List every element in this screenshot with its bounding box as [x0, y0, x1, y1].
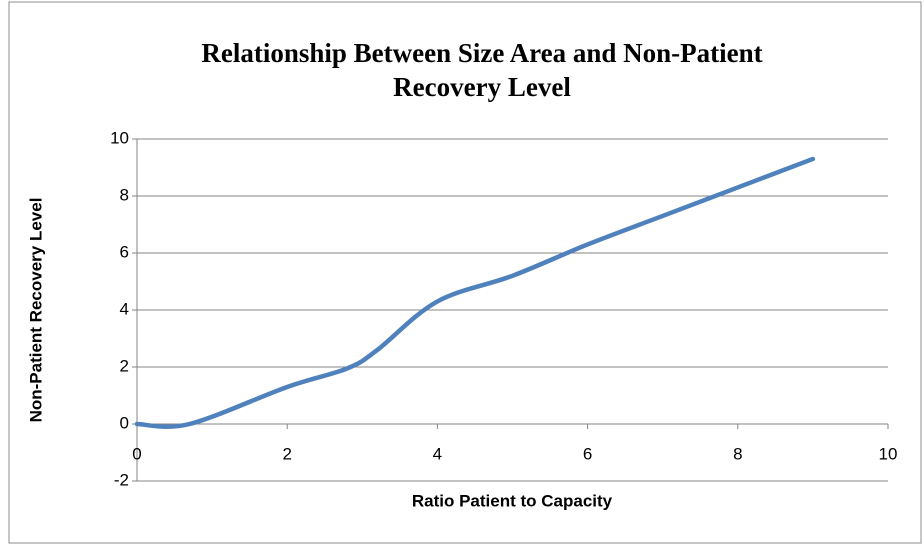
y-tick-label: 8 — [120, 185, 129, 204]
chart-border — [8, 1, 922, 544]
x-tick-label: 8 — [733, 444, 742, 463]
y-tick-label: 2 — [120, 356, 129, 375]
y-tick-label: -2 — [114, 470, 129, 489]
x-tick-label: 2 — [282, 444, 291, 463]
x-tick-label: 10 — [879, 444, 898, 463]
chart-title: Relationship Between Size Area and Non-P… — [201, 38, 763, 102]
x-tick-label: 6 — [583, 444, 592, 463]
y-tick-label: 10 — [110, 128, 129, 147]
x-tick-label: 0 — [132, 444, 141, 463]
y-tick-label: 0 — [120, 413, 129, 432]
y-tick-label: 6 — [120, 242, 129, 261]
line-series — [134, 156, 816, 429]
y-tick-label: 4 — [120, 299, 129, 318]
x-tick-label: 4 — [433, 444, 442, 463]
y-axis-label: Non-Patient Recovery Level — [26, 198, 45, 423]
x-axis-label: Ratio Patient to Capacity — [412, 491, 613, 510]
